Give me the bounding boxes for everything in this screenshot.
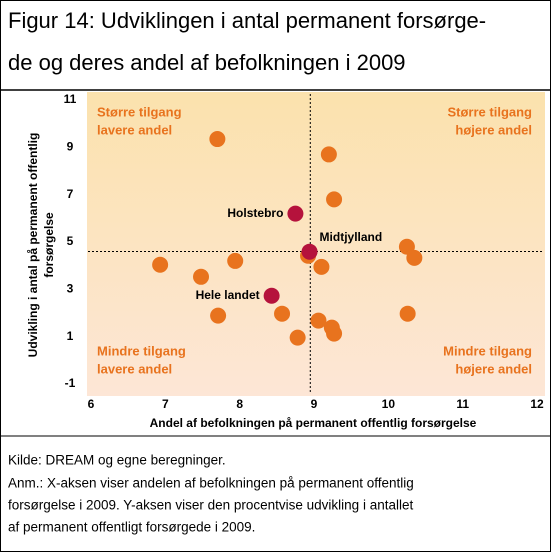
- quadrant-label: Større tilgang: [447, 104, 532, 119]
- y-tick-label: 9: [67, 140, 74, 154]
- x-tick-label: 10: [382, 397, 396, 411]
- y-axis-title: forsørgelse: [42, 212, 56, 278]
- y-tick-label: 1: [67, 329, 74, 343]
- chart-title: Figur 14: Udviklingen i antal permanent …: [8, 8, 486, 33]
- point: [287, 205, 304, 222]
- y-tick-label: 5: [67, 234, 74, 248]
- note: af permanent offentligt forsørgede i 200…: [8, 520, 255, 535]
- x-tick-label: 12: [530, 397, 544, 411]
- point: [274, 305, 291, 322]
- point: [326, 325, 343, 342]
- point: [227, 252, 244, 269]
- point: [263, 287, 280, 304]
- quadrant-label: højere andel: [455, 361, 532, 376]
- quadrant-label: højere andel: [455, 122, 532, 137]
- note: forsørgelse i 2009. Y-aksen viser den pr…: [8, 498, 413, 513]
- point: [210, 307, 227, 324]
- chart-title: de og deres andel af befolkningen i 2009: [8, 50, 406, 75]
- plot-area: [87, 92, 545, 396]
- quadrant-label: Mindre tilgang: [97, 343, 186, 358]
- point: [406, 249, 423, 266]
- quadrant-label: Mindre tilgang: [443, 343, 532, 358]
- y-tick-label: 11: [64, 92, 77, 106]
- x-tick-label: 9: [311, 397, 318, 411]
- point: [152, 256, 169, 273]
- note: Anm.: X-aksen viser andelen af befolknin…: [8, 476, 414, 491]
- quadrant-label: lavere andel: [97, 361, 172, 376]
- point: [313, 258, 330, 275]
- point: [209, 131, 226, 148]
- quadrant-label: lavere andel: [97, 122, 172, 137]
- x-axis-title: Andel af befolkningen på permanent offen…: [150, 416, 477, 430]
- y-tick-label: 3: [67, 282, 74, 296]
- point: [399, 305, 416, 322]
- point-label: Hele landet: [196, 288, 260, 302]
- y-tick-label: 7: [67, 187, 74, 201]
- point: [301, 243, 318, 260]
- x-tick-label: 7: [162, 397, 169, 411]
- y-axis-title: Udvikling i antal på permanent offentlig: [26, 133, 40, 358]
- point: [320, 146, 337, 163]
- point-label: Midtjylland: [320, 230, 383, 244]
- x-tick-label: 8: [236, 397, 243, 411]
- x-tick-label: 6: [88, 397, 95, 411]
- quadrant-label: Større tilgang: [97, 104, 182, 119]
- x-tick-label: 11: [456, 397, 469, 411]
- point-label: Holstebro: [227, 206, 283, 220]
- source: Kilde: DREAM og egne beregninger.: [8, 453, 226, 468]
- point: [310, 312, 327, 329]
- point: [193, 268, 210, 285]
- point: [289, 329, 306, 346]
- y-tick-label: -1: [65, 376, 76, 390]
- point: [326, 191, 343, 208]
